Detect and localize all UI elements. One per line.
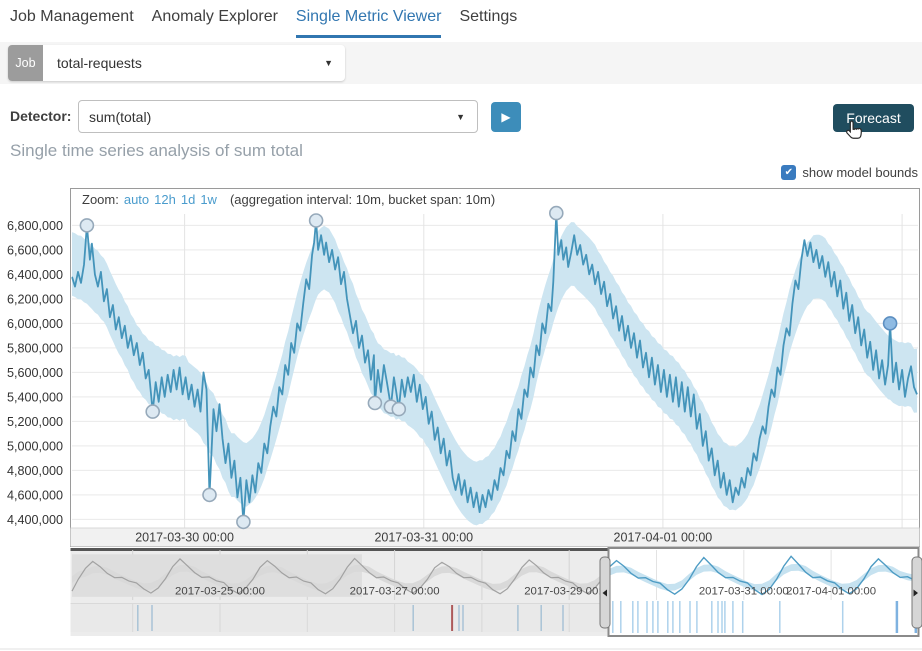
context-swimlane[interactable] — [70, 603, 609, 633]
svg-text:4,400,000: 4,400,000 — [7, 513, 63, 527]
svg-text:5,200,000: 5,200,000 — [7, 415, 63, 429]
chevron-left-icon — [602, 589, 607, 597]
detector-label: Detector: — [10, 108, 72, 124]
anomaly-marker[interactable] — [882, 316, 898, 331]
tab-settings[interactable]: Settings — [459, 8, 518, 25]
svg-text:6,600,000: 6,600,000 — [7, 243, 63, 257]
anomaly-marker[interactable] — [548, 205, 564, 221]
check-icon: ✔ — [784, 167, 794, 178]
zoom-link-12h[interactable]: 12h — [154, 192, 176, 207]
top-navigation: Job Management Anomaly Explorer Single M… — [0, 0, 922, 38]
show-model-bounds-label: show model bounds — [802, 165, 918, 180]
zoom-link-1w[interactable]: 1w — [200, 192, 217, 207]
svg-text:6,000,000: 6,000,000 — [7, 317, 63, 331]
anomaly-marker[interactable] — [367, 395, 383, 411]
model-bounds-toggle-row: ✔ show model bounds — [781, 165, 918, 180]
svg-text:2017-03-27 00:00: 2017-03-27 00:00 — [350, 586, 440, 598]
model-bounds-band — [72, 222, 917, 526]
page-title: Single time series analysis of sum total — [10, 141, 303, 160]
tab-job-management[interactable]: Job Management — [10, 8, 134, 25]
metric-line — [71, 213, 918, 523]
svg-text:5,400,000: 5,400,000 — [7, 390, 63, 404]
detector-select[interactable]: sum(total) ▼ — [78, 100, 478, 133]
tab-anomaly-explorer[interactable]: Anomaly Explorer — [151, 8, 278, 25]
aggregation-note: (aggregation interval: 10m, bucket span:… — [229, 192, 496, 207]
context-chart[interactable]: 2017-03-25 00:00 2017-03-27 00:00 2017-03-… — [71, 550, 915, 600]
anomaly-marker[interactable] — [202, 487, 217, 503]
selection-line — [609, 555, 916, 596]
svg-text:2017-03-30 00:00: 2017-03-30 00:00 — [135, 531, 234, 545]
anomaly-marker[interactable] — [145, 404, 160, 419]
anomaly-marker[interactable] — [79, 218, 95, 233]
svg-text:5,000,000: 5,000,000 — [7, 439, 63, 453]
chevron-down-icon: ▼ — [324, 58, 333, 68]
job-badge: Job — [8, 45, 43, 81]
zoom-link-1d[interactable]: 1d — [180, 192, 196, 207]
svg-text:2017-03-25 00:00: 2017-03-25 00:00 — [175, 586, 265, 598]
job-select[interactable]: Job total-requests ▼ — [8, 45, 345, 81]
svg-text:2017-03-31 00:00: 2017-03-31 00:00 — [374, 531, 473, 545]
play-button[interactable]: ▶ — [491, 102, 521, 132]
svg-text:6,200,000: 6,200,000 — [7, 292, 63, 306]
zoom-label: Zoom: — [82, 192, 119, 207]
svg-text:4,600,000: 4,600,000 — [7, 488, 63, 502]
anomaly-marker[interactable] — [391, 401, 407, 417]
svg-text:2017-04-01 00:00: 2017-04-01 00:00 — [614, 531, 713, 545]
svg-text:6,400,000: 6,400,000 — [7, 268, 63, 282]
job-select-value: total-requests — [57, 55, 142, 71]
svg-text:5,600,000: 5,600,000 — [7, 366, 63, 380]
show-model-bounds-checkbox[interactable]: ✔ — [781, 165, 797, 180]
tab-single-metric-viewer[interactable]: Single Metric Viewer — [295, 0, 442, 38]
svg-text:2017-03-29 00:00: 2017-03-29 00:00 — [524, 586, 614, 598]
zoom-link-auto[interactable]: auto — [123, 192, 150, 207]
svg-text:2017-03-31 00:00: 2017-03-31 00:00 — [699, 586, 789, 598]
anomaly-marker[interactable] — [308, 213, 324, 228]
job-selector-bar: Job total-requests ▼ — [0, 42, 922, 84]
anomaly-marker[interactable] — [236, 514, 251, 530]
detector-select-value: sum(total) — [89, 108, 152, 125]
svg-text:4,800,000: 4,800,000 — [7, 464, 63, 478]
chevron-down-icon: ▼ — [456, 111, 465, 122]
chevron-right-icon — [913, 589, 918, 597]
svg-text:6,800,000: 6,800,000 — [7, 219, 63, 233]
context-line — [71, 557, 608, 595]
svg-text:2017-04-01 00:00: 2017-04-01 00:00 — [786, 586, 876, 598]
play-icon: ▶ — [501, 110, 511, 124]
anomaly-markers — [79, 205, 898, 530]
svg-text:5,800,000: 5,800,000 — [7, 341, 63, 355]
chart-zoom-controls: Zoom: auto 12h 1d 1w (aggregation interv… — [82, 192, 495, 207]
